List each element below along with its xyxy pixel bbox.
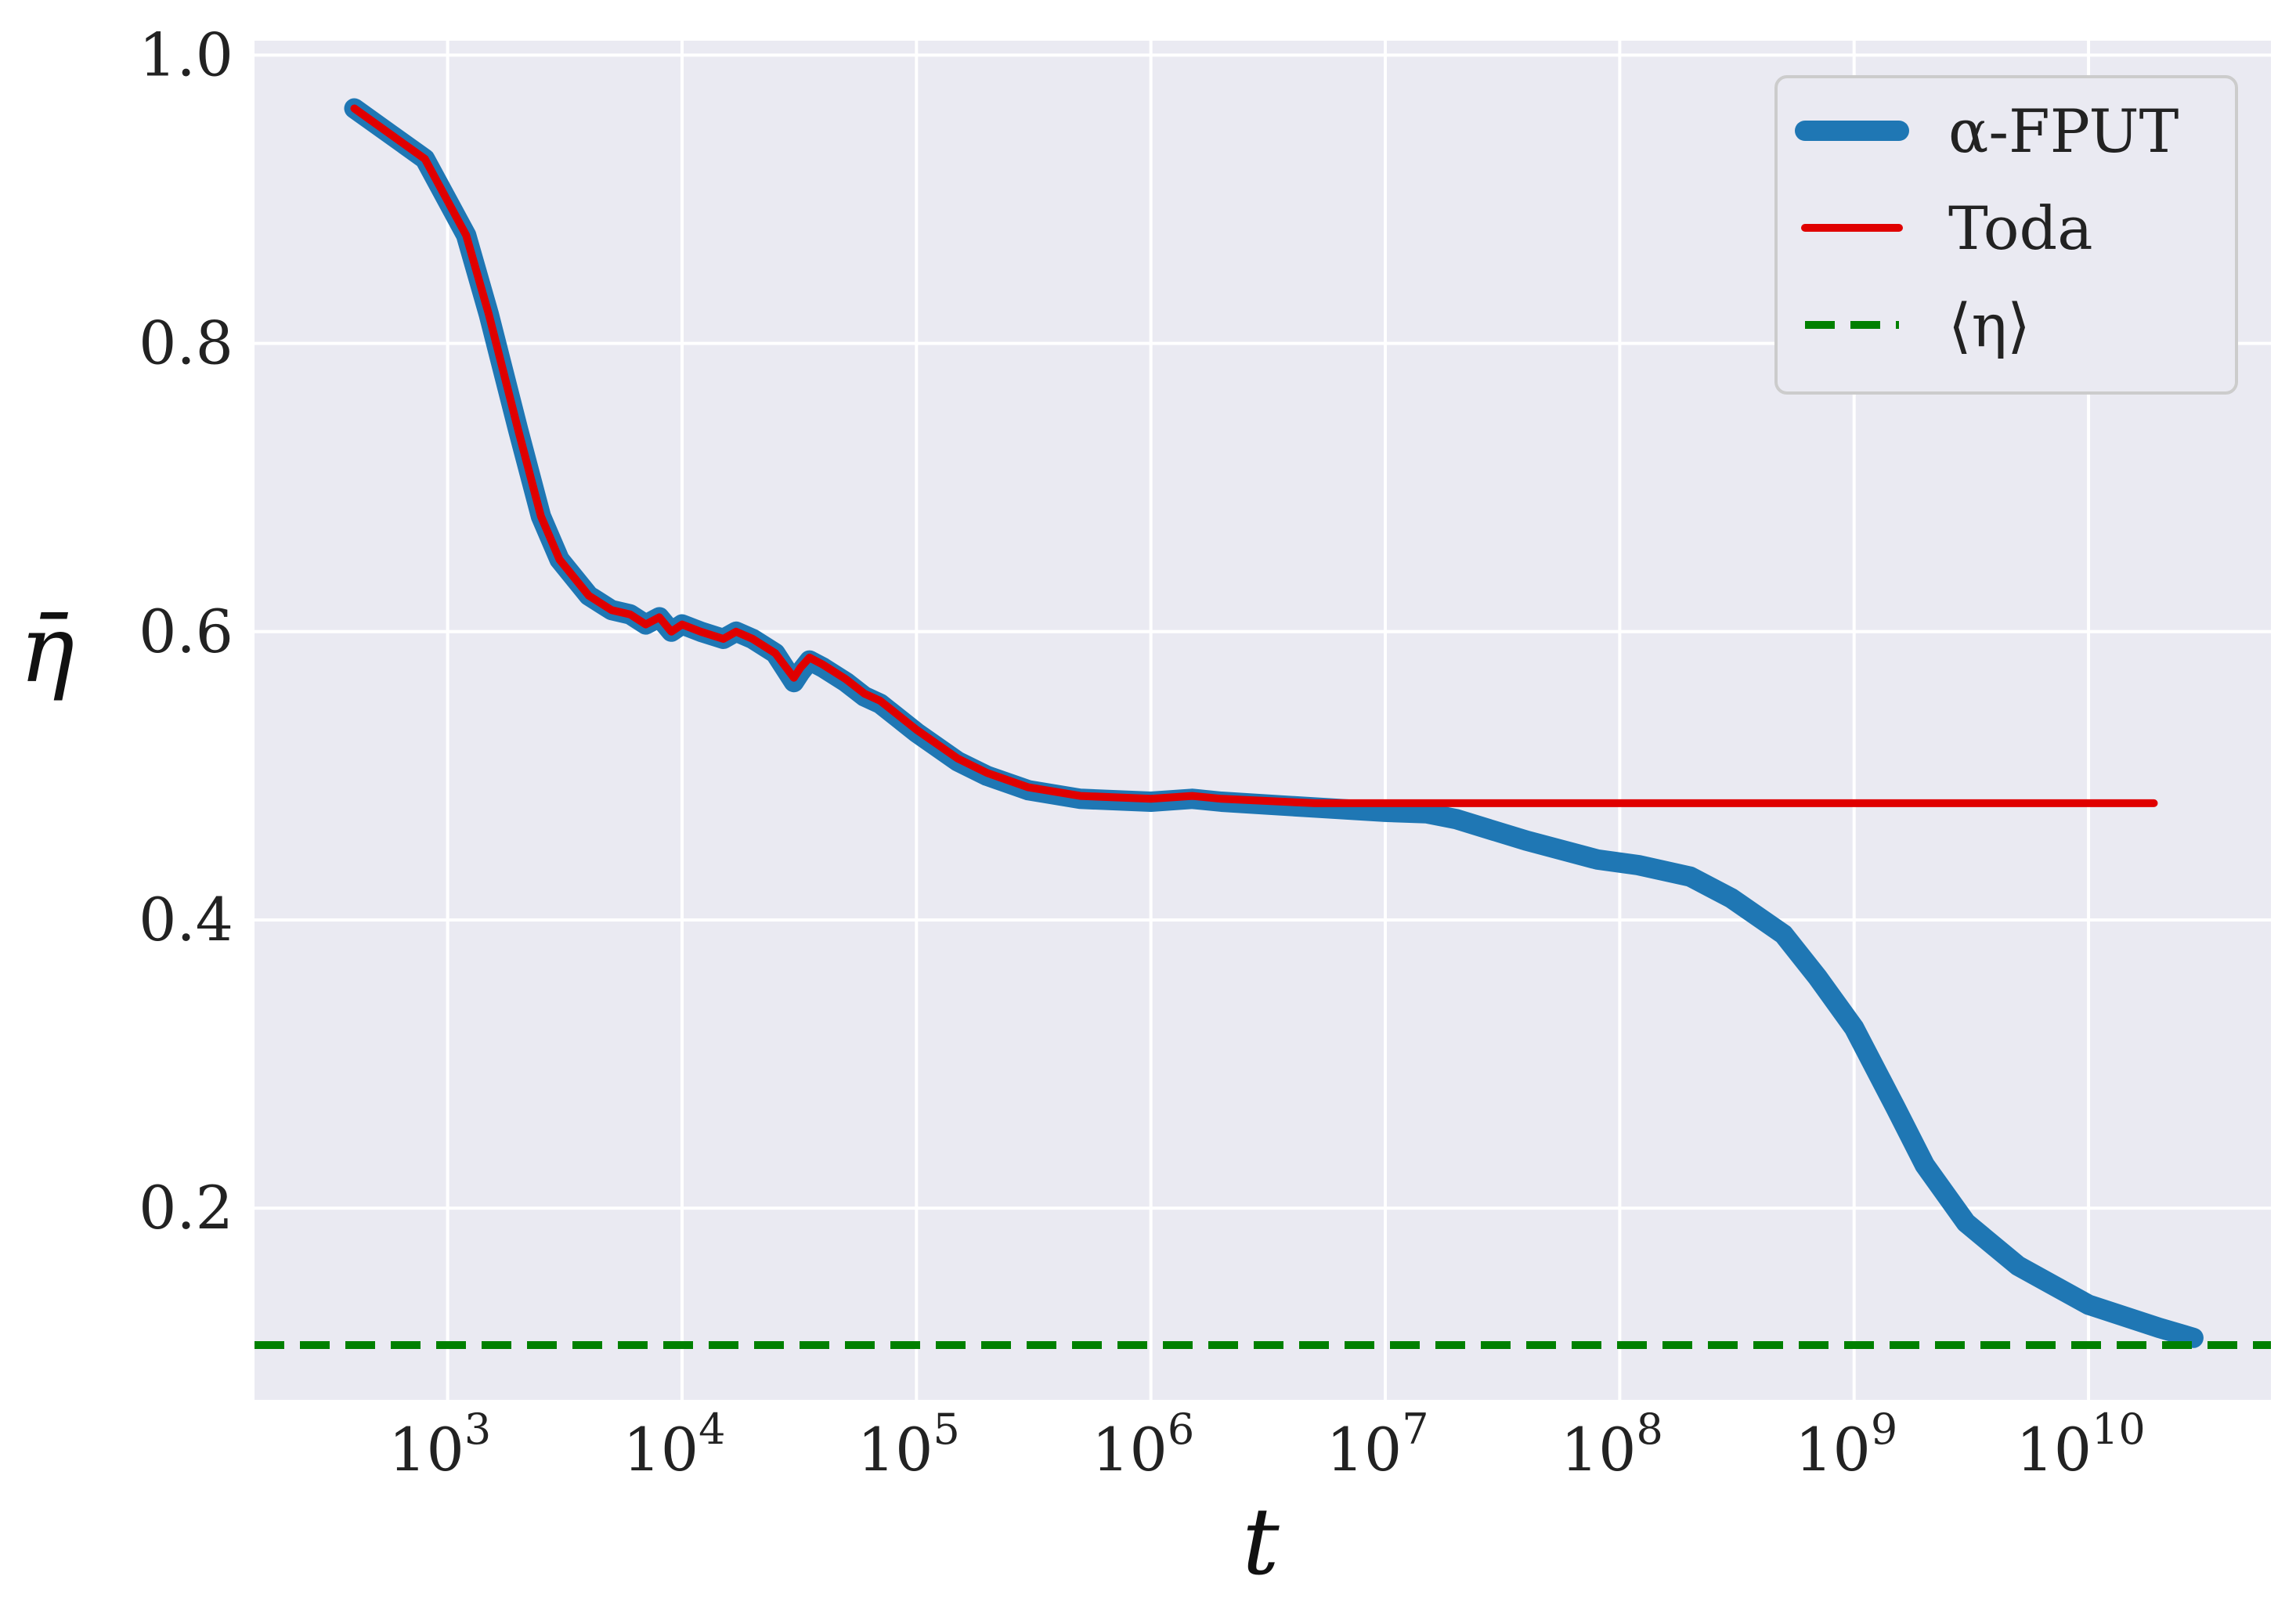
legend: α-FPUT Toda ⟨η⟩ <box>1774 75 2238 395</box>
legend-label: Toda <box>1948 193 2093 263</box>
y-tick-label: 0.2 <box>139 1173 233 1243</box>
y-tick-label: 0.4 <box>139 885 233 954</box>
y-tick-labels: 0.2 0.4 0.6 0.8 1.0 <box>139 20 233 1243</box>
series-layer <box>255 98 2271 1349</box>
y-tick-label: 0.8 <box>139 308 233 378</box>
x-tick-label: 104 <box>623 1405 725 1484</box>
y-tick-label: 0.6 <box>139 597 233 666</box>
x-tick-label: 105 <box>857 1405 960 1484</box>
x-tick-label: 1010 <box>2016 1405 2145 1484</box>
legend-label: ⟨η⟩ <box>1948 290 2031 360</box>
series-line <box>350 104 2158 807</box>
legend-box <box>1774 75 2238 395</box>
x-tick-label: 106 <box>1092 1405 1194 1484</box>
x-tick-label: 103 <box>388 1405 491 1484</box>
x-axis-title: t <box>1242 1488 1280 1596</box>
y-axis-title: η̄ <box>20 595 75 703</box>
y-tick-label: 1.0 <box>139 20 233 89</box>
x-tick-label: 109 <box>1795 1405 1897 1484</box>
x-tick-label: 108 <box>1561 1405 1663 1484</box>
legend-label: α-FPUT <box>1948 96 2179 166</box>
x-tick-label: 107 <box>1326 1405 1428 1484</box>
x-tick-labels: 103 104 105 106 107 108 109 1010 <box>388 1405 2146 1484</box>
